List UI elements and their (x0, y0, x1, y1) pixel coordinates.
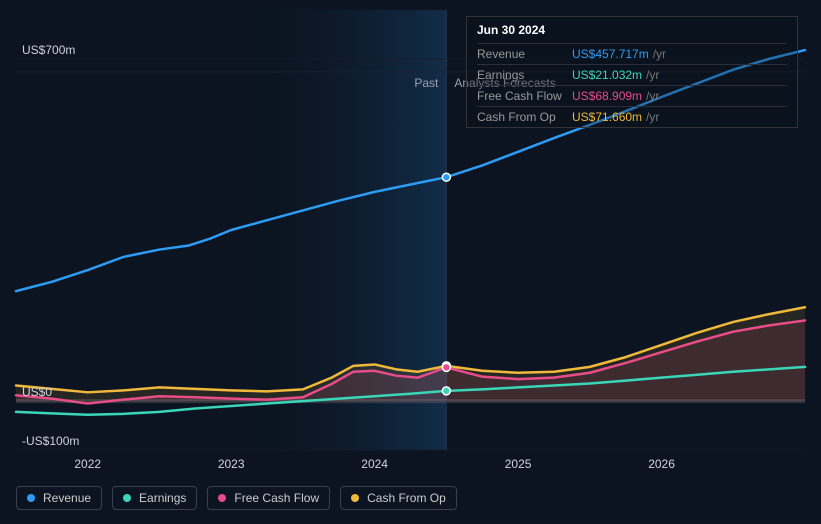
tooltip-metric-value: US$71.660m (572, 110, 642, 124)
svg-text:2026: 2026 (648, 457, 675, 471)
legend-item-cash-from-op[interactable]: Cash From Op (340, 486, 457, 510)
legend-label: Free Cash Flow (234, 491, 319, 505)
svg-text:2025: 2025 (505, 457, 532, 471)
legend-swatch (351, 494, 359, 502)
svg-text:US$0: US$0 (22, 385, 52, 399)
tooltip-unit: /yr (646, 68, 659, 82)
tooltip-unit: /yr (653, 47, 666, 61)
tooltip-row: Cash From OpUS$71.660m/yr (477, 106, 787, 127)
legend-item-earnings[interactable]: Earnings (112, 486, 197, 510)
tooltip-metric-value: US$21.032m (572, 68, 642, 82)
tooltip-metric-value: US$457.717m (572, 47, 649, 61)
tooltip-unit: /yr (646, 89, 659, 103)
legend-item-revenue[interactable]: Revenue (16, 486, 102, 510)
legend-swatch (123, 494, 131, 502)
legend-item-free-cash-flow[interactable]: Free Cash Flow (207, 486, 330, 510)
legend-swatch (27, 494, 35, 502)
tooltip-row: EarningsUS$21.032m/yr (477, 64, 787, 85)
tooltip-date: Jun 30 2024 (477, 23, 787, 43)
tooltip-metric-label: Revenue (477, 47, 572, 61)
svg-text:Past: Past (414, 76, 439, 90)
svg-text:2024: 2024 (361, 457, 388, 471)
tooltip-row: RevenueUS$457.717m/yr (477, 43, 787, 64)
tooltip-metric-label: Cash From Op (477, 110, 572, 124)
svg-text:US$700m: US$700m (22, 43, 75, 57)
legend-label: Cash From Op (367, 491, 446, 505)
chart-tooltip: Jun 30 2024 RevenueUS$457.717m/yrEarning… (466, 16, 798, 128)
tooltip-metric-value: US$68.909m (572, 89, 642, 103)
tooltip-row: Free Cash FlowUS$68.909m/yr (477, 85, 787, 106)
chart-legend: Revenue Earnings Free Cash Flow Cash From O… (16, 486, 457, 510)
svg-text:2022: 2022 (74, 457, 101, 471)
tooltip-unit: /yr (646, 110, 659, 124)
legend-label: Revenue (43, 491, 91, 505)
legend-label: Earnings (139, 491, 186, 505)
legend-swatch (218, 494, 226, 502)
tooltip-metric-label: Free Cash Flow (477, 89, 572, 103)
financials-chart: PastAnalysts ForecastsUS$700mUS$0-US$100… (0, 0, 821, 524)
svg-text:-US$100m: -US$100m (22, 434, 79, 448)
svg-text:2023: 2023 (218, 457, 245, 471)
tooltip-metric-label: Earnings (477, 68, 572, 82)
